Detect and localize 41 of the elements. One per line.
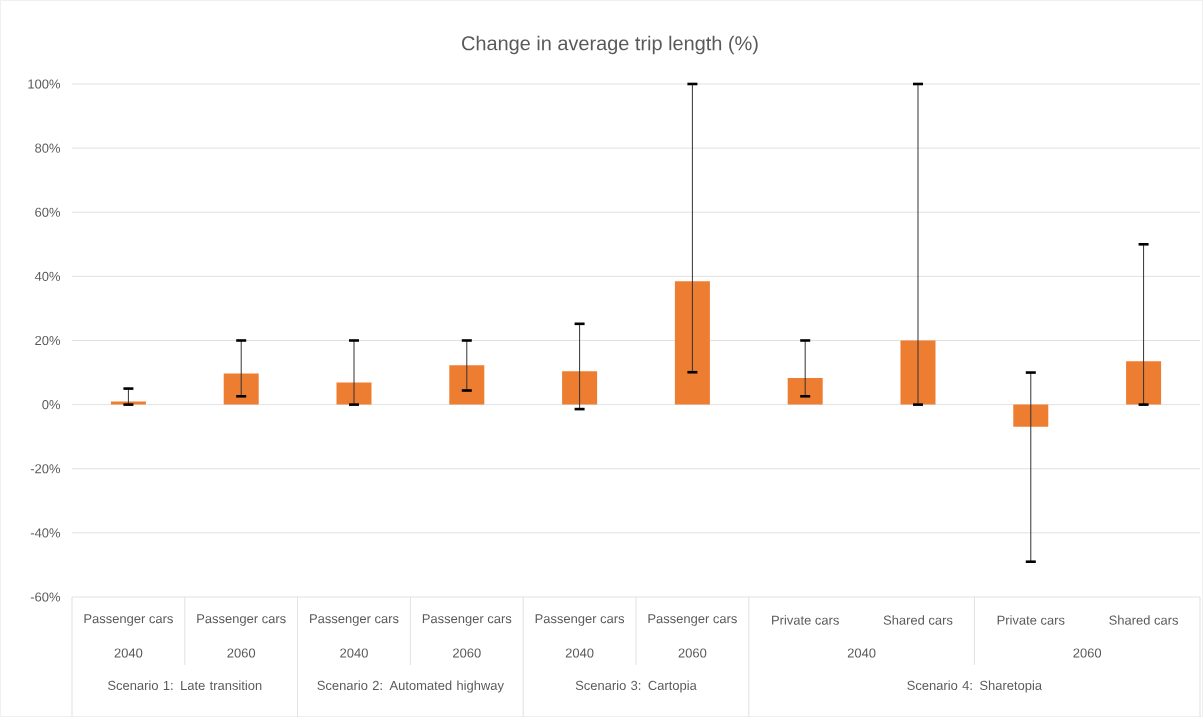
x-tick-label: Passenger cars: [310, 614, 399, 626]
text: 2040: [847, 648, 876, 658]
y-tick-label: 80%: [35, 143, 61, 153]
text: Scenario 3: Cartopia: [575, 680, 697, 693]
text: Scenario 2: Automated highway: [317, 680, 504, 693]
bar: [674, 281, 710, 405]
bar: [1013, 404, 1049, 427]
y-tick-label: 0%: [42, 400, 61, 410]
y-tick-label: -40%: [30, 528, 61, 538]
x-tick-label: Shared cars: [883, 615, 953, 625]
bar: [336, 382, 372, 405]
bar: [900, 340, 936, 405]
x-tick-label: Passenger cars: [535, 614, 625, 626]
text: 2060: [453, 648, 481, 658]
text: Scenario 1: Late transition: [108, 680, 262, 691]
text: 2060: [1073, 648, 1102, 658]
bar: [1126, 361, 1162, 405]
bar: [449, 365, 485, 405]
text: 2060: [678, 648, 707, 658]
bar: [787, 378, 823, 405]
x-tick-label: Passenger cars: [422, 614, 512, 626]
y-tick-label: 100%: [28, 79, 61, 89]
y-tick-label: 60%: [35, 207, 61, 217]
text: 2060: [227, 648, 256, 658]
text: 2040: [114, 648, 143, 658]
x-tick-label: Passenger cars: [84, 614, 173, 626]
bar: [223, 373, 259, 405]
text: 2040: [340, 648, 368, 658]
x-tick-label: Passenger cars: [197, 614, 286, 626]
x-tick-label: Shared cars: [1109, 615, 1179, 625]
y-tick-label: -20%: [30, 464, 61, 474]
bar: [562, 371, 598, 405]
x-tick-label: Passenger cars: [648, 614, 737, 626]
y-tick-label: -60%: [30, 592, 61, 602]
chart-title: Change in average trip length (%): [462, 35, 758, 55]
x-tick-label: Private cars: [772, 615, 839, 625]
x-tick-label: Private cars: [997, 615, 1065, 625]
y-tick-label: 20%: [35, 335, 61, 346]
text: Scenario 4: Sharetopia: [907, 680, 1043, 693]
y-tick-label: 40%: [34, 271, 61, 281]
text: 2040: [565, 648, 594, 658]
